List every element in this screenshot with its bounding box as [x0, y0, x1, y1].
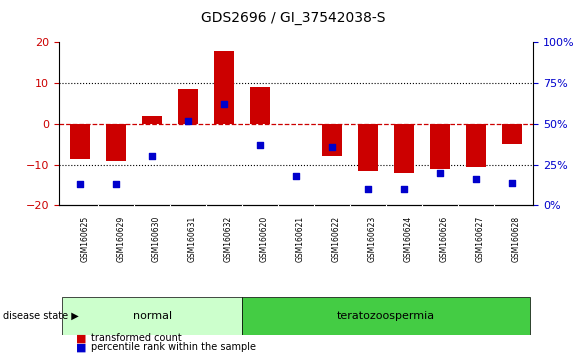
Bar [70, 124, 90, 159]
Bar [106, 124, 126, 161]
Point [111, 181, 121, 187]
Text: ■: ■ [76, 342, 87, 352]
Bar [322, 124, 342, 156]
Text: GSM160632: GSM160632 [224, 216, 233, 262]
Bar [430, 124, 449, 169]
Point [507, 180, 516, 185]
Text: GSM160621: GSM160621 [296, 216, 305, 262]
Bar [242, 297, 530, 335]
Text: GSM160631: GSM160631 [188, 216, 197, 262]
Bar [178, 89, 198, 124]
Text: GSM160625: GSM160625 [80, 216, 89, 262]
Text: GSM160624: GSM160624 [404, 216, 413, 262]
Bar [250, 87, 270, 124]
Bar [62, 297, 242, 335]
Text: GSM160627: GSM160627 [476, 216, 485, 262]
Text: GSM160628: GSM160628 [512, 216, 521, 262]
Text: teratozoospermia: teratozoospermia [337, 311, 435, 321]
Bar [214, 51, 234, 124]
Bar [502, 124, 522, 144]
Text: GDS2696 / GI_37542038-S: GDS2696 / GI_37542038-S [201, 11, 385, 25]
Point [363, 186, 373, 192]
Bar [394, 124, 414, 173]
Text: GSM160622: GSM160622 [332, 216, 341, 262]
Point [471, 176, 481, 182]
Text: disease state ▶: disease state ▶ [3, 311, 79, 321]
Bar [466, 124, 486, 167]
Point [183, 118, 193, 124]
Text: GSM160620: GSM160620 [260, 216, 269, 262]
Text: transformed count: transformed count [91, 333, 182, 343]
Text: normal: normal [132, 311, 172, 321]
Point [148, 154, 157, 159]
Text: ■: ■ [76, 333, 87, 343]
Point [255, 142, 265, 148]
Text: percentile rank within the sample: percentile rank within the sample [91, 342, 256, 352]
Text: GSM160623: GSM160623 [368, 216, 377, 262]
Point [76, 181, 85, 187]
Point [219, 102, 229, 107]
Bar [358, 124, 378, 171]
Point [327, 144, 336, 149]
Text: GSM160626: GSM160626 [440, 216, 449, 262]
Bar [142, 116, 162, 124]
Point [435, 170, 444, 176]
Point [399, 186, 408, 192]
Text: GSM160630: GSM160630 [152, 216, 161, 262]
Text: GSM160629: GSM160629 [116, 216, 125, 262]
Point [291, 173, 301, 179]
